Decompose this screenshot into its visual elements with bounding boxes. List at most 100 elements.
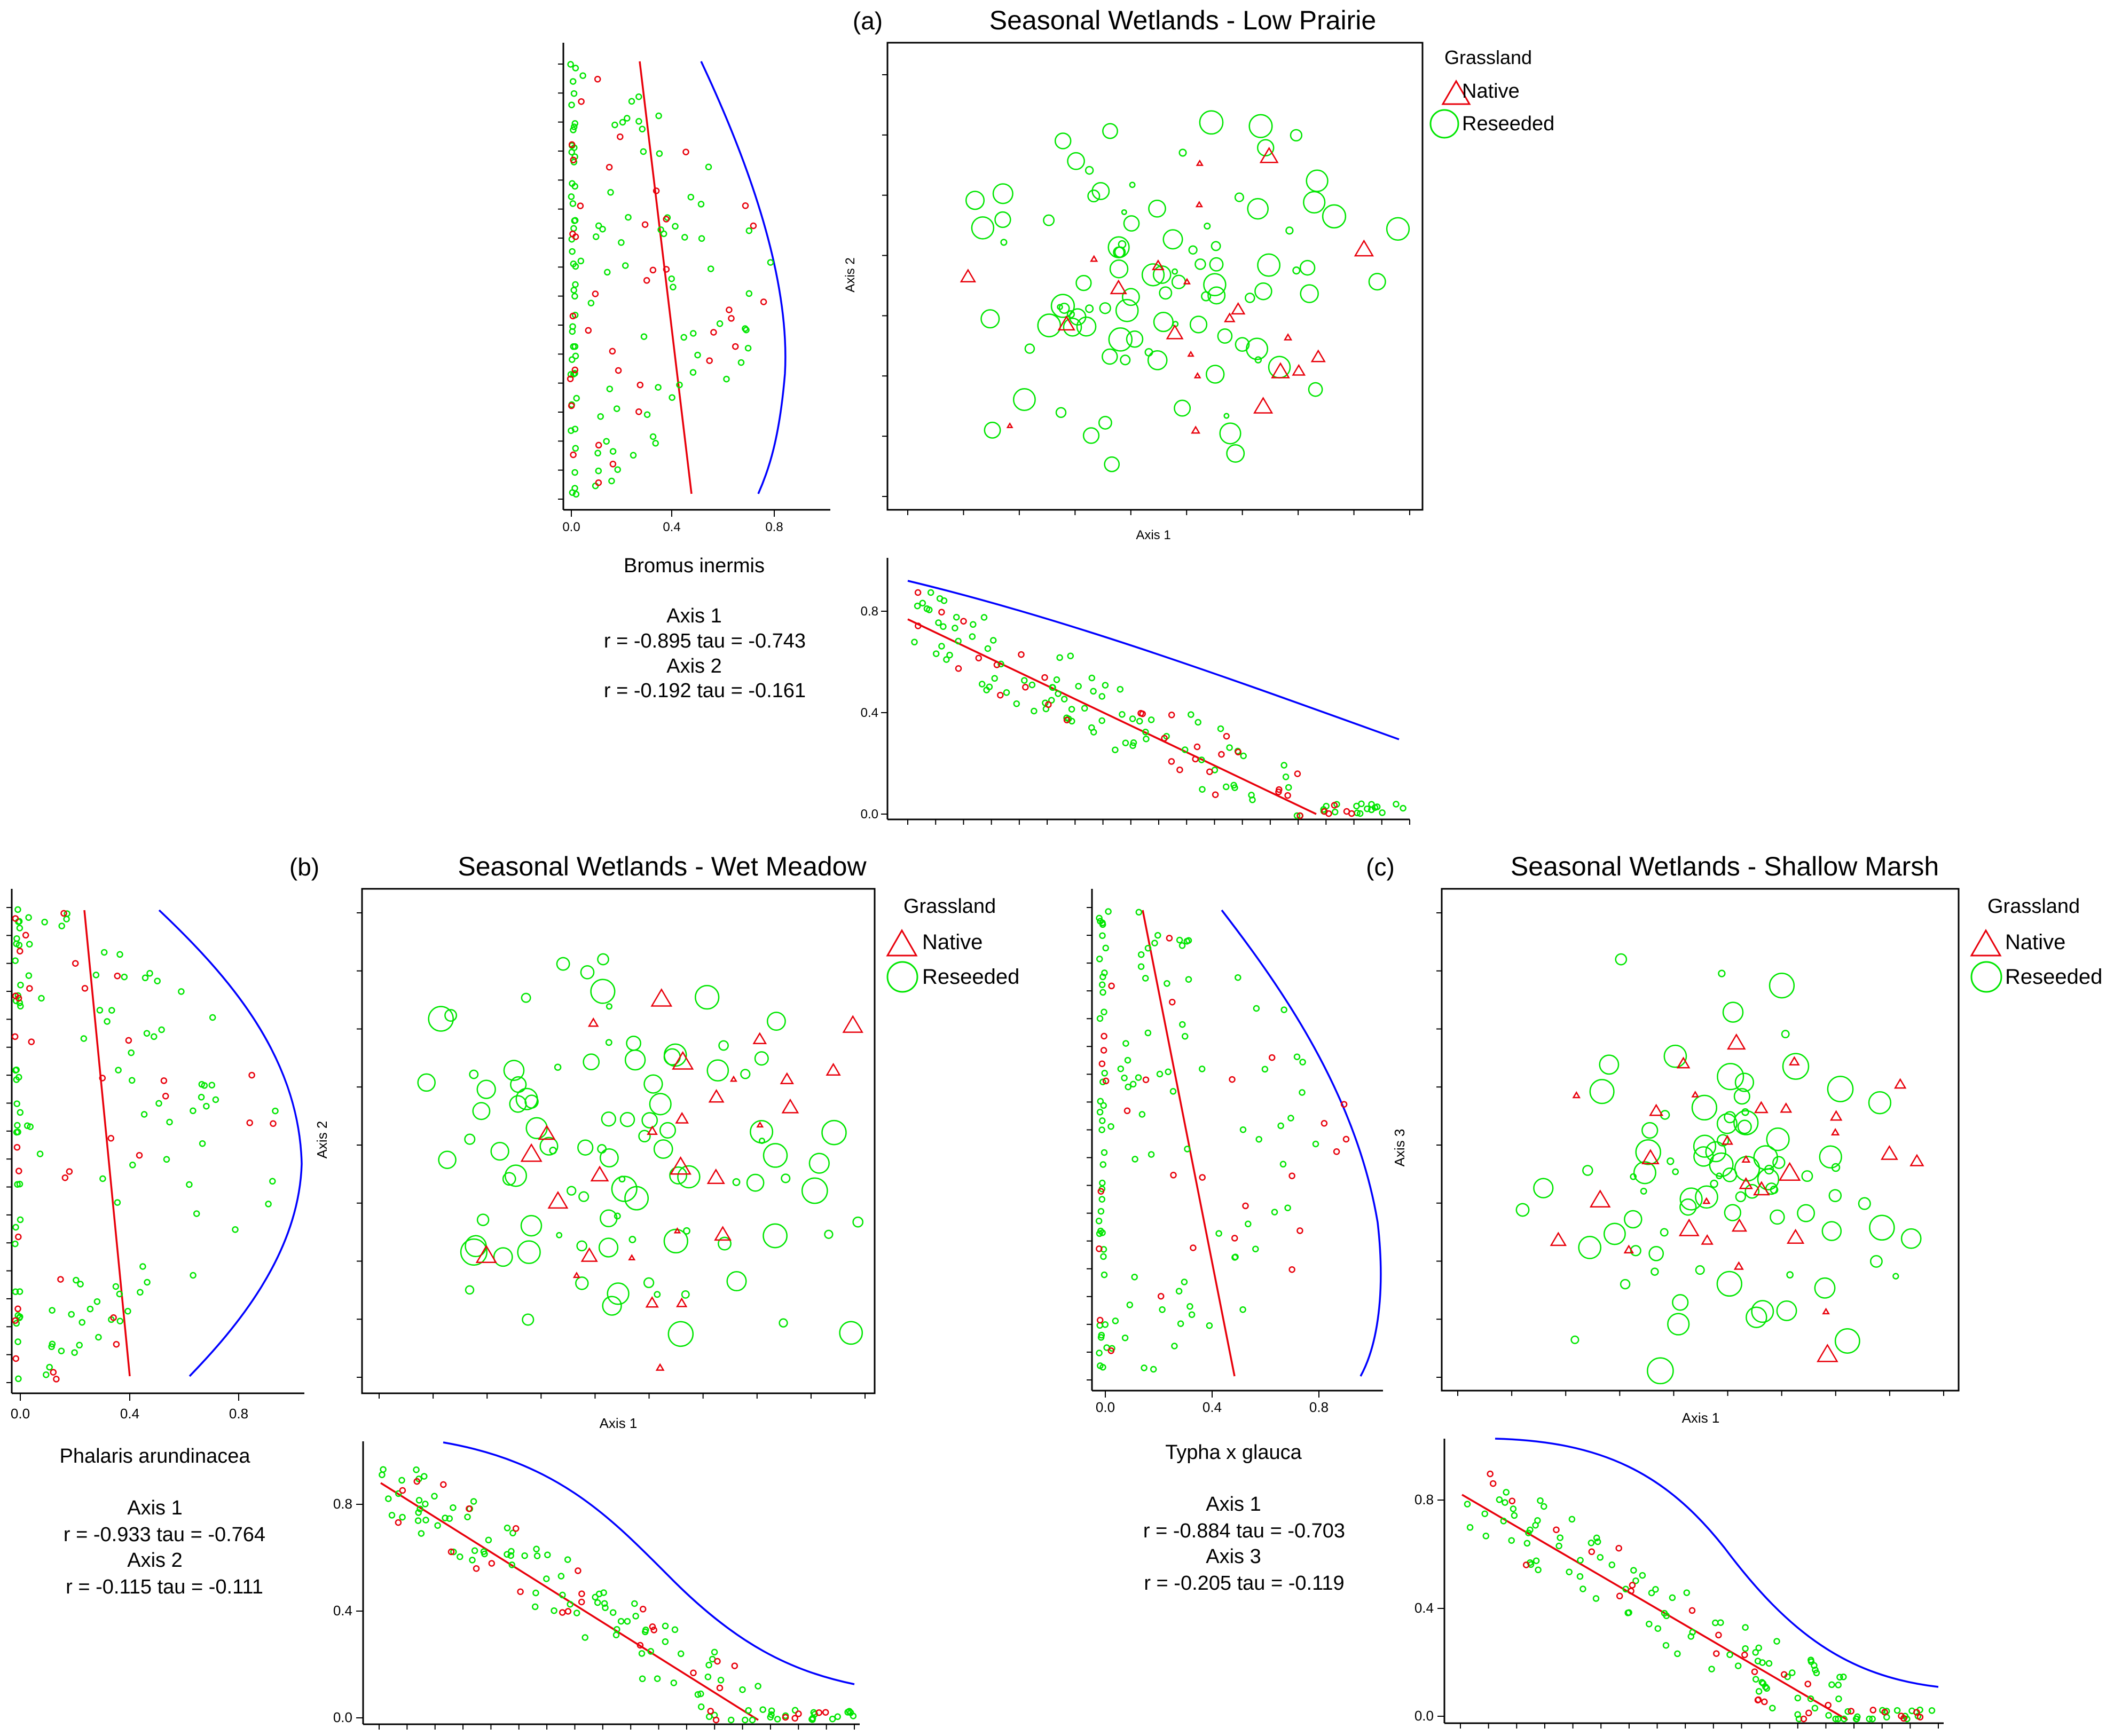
reseeded-point	[1137, 963, 1145, 970]
reseeded-point	[1076, 316, 1097, 337]
reseeded-point	[1141, 1364, 1148, 1371]
native-point	[592, 290, 599, 297]
reseeded-point	[1219, 422, 1241, 445]
reseeded-point	[1239, 1306, 1246, 1313]
reseeded-point	[1893, 1707, 1901, 1714]
reseeded-point	[531, 1603, 539, 1611]
reseeded-point	[1102, 123, 1118, 139]
reseeded-point	[572, 263, 579, 270]
reseeded-point	[1284, 1204, 1291, 1211]
legend: Grassland Native Reseeded	[1429, 46, 1554, 139]
native-point	[571, 366, 579, 374]
y-tick-marks	[1087, 907, 1092, 1380]
reseeded-point	[1722, 1001, 1744, 1023]
native-point	[1168, 712, 1175, 719]
tick-label: 0.8	[333, 1496, 352, 1512]
reseeded-point	[605, 1039, 612, 1046]
native-point	[1196, 159, 1204, 166]
reseeded-point	[13, 940, 20, 948]
reseeded-point	[1261, 1066, 1269, 1073]
reseeded-point	[1183, 937, 1191, 945]
x-tick-marks	[907, 510, 1410, 515]
ordination-plot: Axis 1 Axis 2	[314, 888, 876, 1431]
reseeded-point	[597, 413, 604, 420]
reseeded-point	[78, 1319, 85, 1326]
reseeded-point	[755, 1683, 761, 1690]
species-name: Typha x glauca	[1165, 1441, 1302, 1464]
reseeded-point	[1031, 707, 1038, 715]
native-point	[567, 375, 574, 382]
reseeded-point	[1091, 182, 1110, 200]
reseeded-point	[1869, 1715, 1876, 1723]
reseeded-point	[705, 1661, 712, 1669]
legend-title: Grassland	[903, 895, 996, 918]
native-point	[12, 1355, 20, 1362]
native-point	[1553, 1526, 1560, 1533]
reseeded-point	[504, 1164, 528, 1187]
reseeded-point	[824, 1229, 834, 1239]
reseeded-point	[570, 127, 577, 133]
reseeded-point	[502, 1172, 516, 1186]
tick-label: 0.8	[765, 520, 783, 534]
native-point	[1268, 1054, 1276, 1061]
reseeded-point	[638, 1130, 651, 1143]
reseeded-point	[569, 323, 576, 330]
reseeded-point	[1624, 1210, 1643, 1229]
native-point	[1678, 1218, 1700, 1236]
native-point	[732, 343, 739, 350]
reseeded-point	[1633, 1161, 1656, 1185]
reseeded-point	[745, 227, 753, 234]
reseeded-point	[767, 259, 774, 266]
reseeded-point	[1630, 1245, 1641, 1257]
reseeded-point	[1112, 1317, 1119, 1324]
reseeded-point	[1085, 304, 1094, 313]
native-point	[706, 1168, 725, 1185]
reseeded-point	[640, 333, 648, 340]
reseeded-point	[1757, 1168, 1780, 1190]
native-point	[1589, 1189, 1611, 1208]
reseeded-point	[1724, 1204, 1741, 1221]
reseeded-point	[1794, 1694, 1802, 1702]
native-point	[53, 1376, 60, 1383]
reseeded-point	[93, 1298, 101, 1305]
native-point	[650, 1627, 657, 1634]
tick-label: 0.4	[861, 706, 878, 720]
y-tick-marks	[882, 74, 887, 497]
species-stats: Typha x glauca Axis 1 r = -0.884 tau = -…	[1143, 1441, 1345, 1595]
reseeded-point	[609, 1609, 617, 1616]
fit-line	[907, 618, 1317, 815]
reseeded-point	[1048, 697, 1055, 704]
reseeded-point	[1287, 1115, 1294, 1122]
reseeded-point	[1869, 1214, 1895, 1241]
reseeded-point	[1834, 1328, 1860, 1354]
reseeded-point	[442, 1514, 449, 1521]
native-point	[110, 1314, 117, 1321]
reseeded-point	[1280, 1006, 1287, 1013]
reseeded-point	[571, 469, 578, 476]
reseeded-point	[450, 1504, 457, 1511]
native-point	[1166, 324, 1184, 340]
native-point	[1572, 1091, 1581, 1099]
panel-title: Seasonal Wetlands - Low Prairie	[989, 5, 1376, 35]
reseeded-point	[1126, 330, 1144, 348]
reseeded-point	[1049, 684, 1056, 691]
reseeded-point	[602, 1604, 609, 1611]
reseeded-point	[641, 1112, 658, 1129]
reseeded-point	[643, 1277, 655, 1289]
reseeded-point	[36, 1150, 44, 1157]
marginal-left-x-ticks: 0.0 0.4 0.8	[11, 1393, 248, 1422]
reseeded-point	[92, 972, 100, 979]
reseeded-point	[569, 356, 576, 363]
reseeded-point	[1129, 1080, 1137, 1088]
y-tick-marks	[558, 64, 563, 500]
reseeded-point	[653, 1139, 673, 1159]
panel-a: (a) Seasonal Wetlands - Low Prairie 0.0 …	[558, 5, 1554, 825]
y-tick-marks	[357, 912, 362, 1378]
reseeded-point	[1663, 1612, 1670, 1620]
reseeded-point	[829, 1715, 836, 1723]
stats-values: r = -0.115 tau = -0.111	[66, 1576, 263, 1598]
legend: Grassland Native Reseeded	[886, 895, 1019, 993]
scatter-points	[11, 906, 279, 1383]
reseeded-point	[669, 394, 675, 401]
reseeded-point	[742, 1716, 749, 1724]
